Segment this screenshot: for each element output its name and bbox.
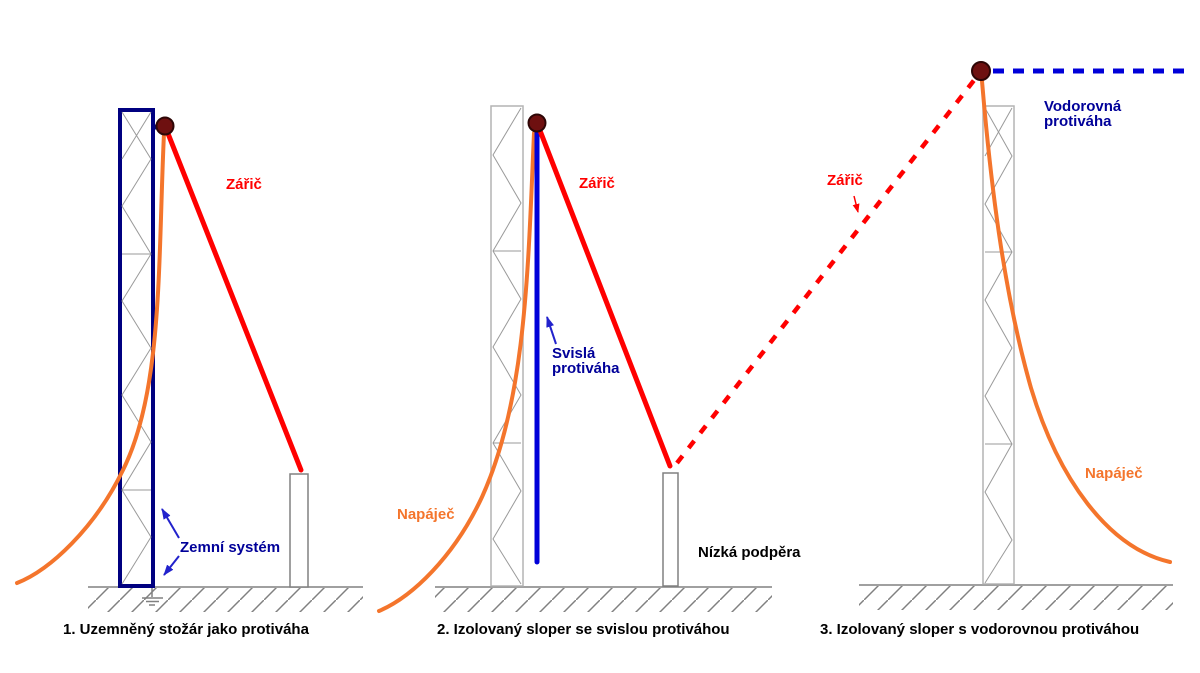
feeder-label-2: Napáječ xyxy=(397,506,455,523)
caption-diagram-1: 1. Uzemněný stožár jako protiváha xyxy=(63,621,309,638)
feeder-curve-1 xyxy=(15,131,166,585)
low-support-label: Nízká podpěra xyxy=(698,544,801,561)
ground-system-arrow-up xyxy=(161,508,180,539)
radiator-wire-1 xyxy=(164,128,304,473)
radiator-wire-3-dashed xyxy=(675,77,977,465)
support-post-1 xyxy=(289,473,309,588)
vertical-counterpoise-label: Svislá protiváha xyxy=(552,345,620,377)
radiator-wire-2 xyxy=(536,125,673,469)
mast-1-lattice xyxy=(121,111,152,585)
ground-hatching-2 xyxy=(435,588,772,612)
caption-diagram-2: 2. Izolovaný sloper se svislou protiváho… xyxy=(437,621,730,638)
feeder-label-3: Napáječ xyxy=(1085,465,1143,482)
diagram-1-grounded-mast xyxy=(15,108,363,612)
mast-1-grounded xyxy=(118,108,155,588)
mast-3-lattice xyxy=(984,107,1013,584)
earth-ground-symbol xyxy=(142,588,163,606)
mast-3-insulated xyxy=(982,105,1015,585)
radiator-label-3: Zářič xyxy=(827,172,863,189)
radiator-3-arrow xyxy=(852,195,860,213)
mast-2-insulated xyxy=(490,105,524,587)
ground-system-label: Zemní systém xyxy=(180,539,281,556)
feeder-curve-3 xyxy=(980,79,1172,564)
ground-system-arrow-down xyxy=(163,555,180,576)
feedpoint-dot-3 xyxy=(971,61,991,81)
mast-2-lattice xyxy=(492,107,522,585)
support-post-2-low xyxy=(662,472,679,587)
radiator-label-2: Zářič xyxy=(579,175,615,192)
feedpoint-dot-2 xyxy=(527,113,547,133)
diagram-2-vertical-counterpoise xyxy=(377,105,772,613)
caption-diagram-3: 3. Izolovaný sloper s vodorovnou protivá… xyxy=(820,621,1140,638)
feeder-curve-2 xyxy=(377,131,536,613)
ground-hatching-1 xyxy=(88,588,363,612)
feedpoint-dot-1 xyxy=(155,116,175,136)
ground-hatching-3 xyxy=(859,586,1173,610)
radiator-label-1: Zářič xyxy=(226,176,262,193)
vertical-counterpoise-arrow xyxy=(546,316,557,345)
diagram-3-horizontal-counterpoise xyxy=(675,61,1186,610)
horizontal-counterpoise-label: Vodorovná protiváha xyxy=(1044,98,1122,130)
